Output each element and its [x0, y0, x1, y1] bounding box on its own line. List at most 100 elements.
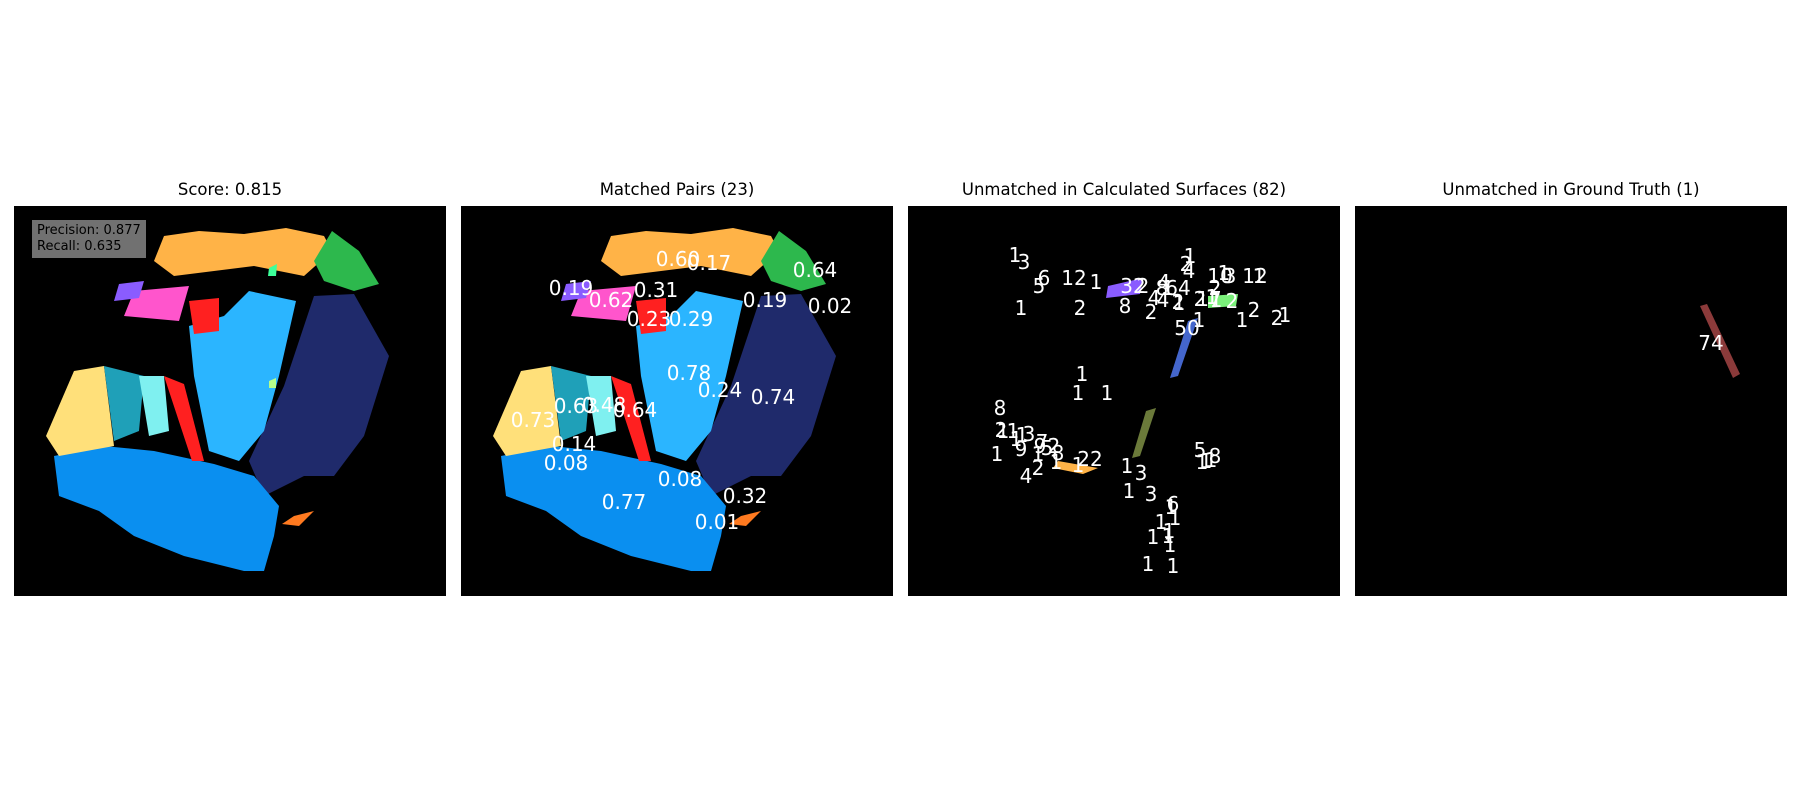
- unmatched-calc-label: 1: [1071, 381, 1085, 405]
- matched-score-label: 0.64: [792, 258, 838, 282]
- unmatched-calc-label: 4: [1157, 270, 1171, 294]
- unmatched-gt-label: 74: [1698, 331, 1724, 355]
- matched-score-label: 0.74: [750, 385, 796, 409]
- unmatched-calc-label: 9: [1033, 434, 1047, 458]
- matched-score-label: 0.77: [601, 490, 647, 514]
- unmatched-calc-label: 1: [1217, 261, 1231, 285]
- segmentation-image: [1053, 278, 1238, 474]
- unmatched-calc-label: 12: [1242, 264, 1268, 288]
- unmatched-calc-label: 8: [1155, 276, 1169, 300]
- matched-score-label: 0.08: [657, 467, 703, 491]
- unmatched-calc-label: 2: [1193, 287, 1207, 311]
- matched-score-label: 0.62: [588, 288, 634, 312]
- unmatched-calc-label: 4: [1019, 464, 1033, 488]
- unmatched-calc-label: 2: [1270, 306, 1284, 330]
- unmatched-calc-label: 4: [1156, 288, 1170, 312]
- matched-score-label: 0.60: [655, 247, 701, 271]
- unmatched-calc-label: 1: [1161, 524, 1175, 548]
- unmatched-calc-label: 1: [1168, 506, 1182, 530]
- unmatched-calc-label: 9: [1014, 437, 1028, 461]
- unmatched-calc-label: 1: [1205, 285, 1219, 309]
- matched-score-label: 0.78: [666, 361, 712, 385]
- unmatched-calc-label: 1: [1195, 450, 1209, 474]
- unmatched-calc-label: 3: [1022, 422, 1036, 446]
- unmatched-calc-label: 1: [1071, 453, 1085, 477]
- unmatched-calc-label: 12: [1061, 266, 1087, 290]
- unmatched-calc-label: 1: [1015, 423, 1029, 447]
- matched-score-label: 0.01: [694, 510, 740, 534]
- matched-score-label: 0.31: [633, 278, 679, 302]
- unmatched-calc-label: 1: [1163, 533, 1177, 557]
- unmatched-calc-label: 6: [1166, 492, 1180, 516]
- unmatched-calc-label: 17: [1196, 287, 1222, 311]
- panel-title-unmatched-calc: Unmatched in Calculated Surfaces (82): [961, 180, 1287, 199]
- segmentation-image: [493, 228, 836, 571]
- unmatched-calc-label: 1: [1146, 525, 1160, 549]
- unmatched-calc-label: 1: [1120, 454, 1134, 478]
- unmatched-calc-label: 1: [1166, 554, 1180, 578]
- unmatched-calc-label: 1: [1235, 308, 1249, 332]
- unmatched-calc-label: 1: [1100, 381, 1114, 405]
- unmatched-calc-label: 5: [1032, 274, 1046, 298]
- unmatched-calc-label: 8: [1208, 444, 1222, 468]
- unmatched-calc-label: 22: [1077, 447, 1103, 471]
- unmatched-calc-label: 1: [1049, 450, 1063, 474]
- unmatched-calc-label: 2: [1247, 298, 1261, 322]
- unmatched-calc-label: 1: [1075, 362, 1089, 386]
- unmatched-calc-label: 1: [1161, 276, 1175, 300]
- unmatched-calc-label: 8: [993, 396, 1007, 420]
- unmatched-calc-label: 4: [1182, 259, 1196, 283]
- unmatched-calc-label: 1: [1031, 442, 1045, 466]
- unmatched-calc-label: 5: [1193, 438, 1207, 462]
- matched-score-label: 0.14: [551, 432, 597, 456]
- segmentation-panel-matched: 0.60 0.17 0.64 0.19 0.62 0.31 0.19 0.02 0.23 0.29…: [461, 206, 893, 596]
- unmatched-calc-label: 1: [1199, 449, 1213, 473]
- unmatched-calc-label: 32: [1120, 274, 1146, 298]
- unmatched-calc-label: 1: [1192, 308, 1206, 332]
- unmatched-calc-label: 1: [1278, 303, 1292, 327]
- unmatched-calc-label: 2: [1047, 434, 1061, 458]
- unmatched-calc-label: 1: [1006, 419, 1020, 443]
- unmatched-calc-label: 2: [1225, 289, 1239, 313]
- unmatched-calc-label: 1: [1089, 270, 1103, 294]
- unmatched-calc-label: 8: [1051, 441, 1065, 465]
- segmentation-panel-unmatched-calc: 1 3 6 12 5 1 1 2 32 4 1 2 4 1 3 10 2 12 1 2 1 8 64 4 2 8 2 4 1 2 17 1 1 2…: [908, 206, 1340, 596]
- unmatched-calc-label: 1: [1172, 291, 1186, 315]
- metrics-box: Precision: 0.877 Recall: 0.635: [32, 220, 146, 258]
- matched-score-label: 0.63: [553, 394, 599, 418]
- matched-score-label: 0.23: [626, 307, 672, 331]
- unmatched-calc-label: 1: [1014, 296, 1028, 320]
- segmentation-image: [1700, 304, 1740, 378]
- panel-title-matched: Matched Pairs (23): [599, 180, 755, 199]
- unmatched-calc-label: 1: [1009, 427, 1023, 451]
- unmatched-calc-label: 3: [1223, 264, 1237, 288]
- unmatched-calc-label: 10: [1207, 264, 1233, 288]
- unmatched-calc-label: 2: [1073, 296, 1087, 320]
- unmatched-calc-label: 1: [1204, 448, 1218, 472]
- precision-text: Precision: 0.877: [37, 223, 141, 238]
- segmentation-panel-unmatched-gt: 74: [1355, 206, 1787, 596]
- unmatched-calc-label: 3: [1134, 461, 1148, 485]
- unmatched-calc-label: 1: [996, 419, 1010, 443]
- matched-score-label: 0.48: [581, 393, 627, 417]
- recall-text: Recall: 0.635: [37, 239, 122, 254]
- unmatched-calc-label: 1: [1154, 510, 1168, 534]
- panel-title-unmatched-gt: Unmatched in Ground Truth (1): [1442, 180, 1700, 199]
- unmatched-calc-label: 1: [1162, 519, 1176, 543]
- matched-score-label: 0.19: [548, 276, 594, 300]
- unmatched-calc-label: 1: [990, 442, 1004, 466]
- unmatched-calc-label: 2: [1171, 290, 1185, 314]
- matched-score-label: 0.24: [697, 378, 743, 402]
- unmatched-calc-label: 1: [1183, 244, 1197, 268]
- unmatched-calc-label: 7: [1035, 430, 1049, 454]
- matched-score-label: 0.73: [510, 408, 556, 432]
- unmatched-calc-label: 50: [1174, 316, 1200, 340]
- matched-score-label: 0.29: [668, 307, 714, 331]
- unmatched-calc-label: 8: [1118, 294, 1132, 318]
- unmatched-calc-label: 3: [1144, 482, 1158, 506]
- unmatched-calc-label: 1: [1252, 264, 1266, 288]
- unmatched-calc-label: 5: [1040, 436, 1054, 460]
- unmatched-calc-label: 1: [1141, 552, 1155, 576]
- matched-score-label: 0.32: [722, 484, 768, 508]
- unmatched-calc-label: 3: [1017, 250, 1031, 274]
